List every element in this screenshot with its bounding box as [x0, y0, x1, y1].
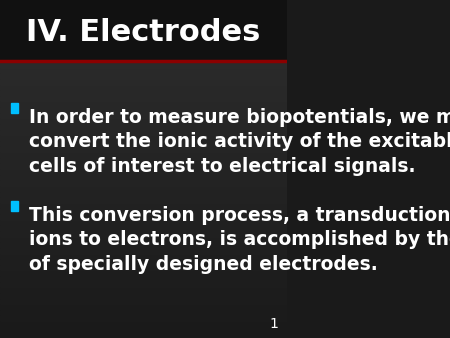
Bar [12, 201, 18, 211]
Bar [0, 28, 288, 34]
Bar [0, 163, 288, 169]
Bar [0, 124, 288, 129]
Bar [0, 315, 288, 321]
Text: IV. Electrodes: IV. Electrodes [27, 18, 261, 47]
Bar [0, 169, 288, 175]
Bar [0, 79, 288, 84]
Bar [0, 270, 288, 276]
Bar [0, 287, 288, 293]
Bar [0, 11, 288, 17]
Bar [0, 158, 288, 163]
Bar [0, 293, 288, 298]
Bar [0, 23, 288, 28]
Bar [0, 304, 288, 310]
Bar [0, 146, 288, 152]
Bar [0, 118, 288, 124]
Bar [0, 209, 288, 214]
Bar [0, 45, 288, 51]
Bar [0, 96, 288, 101]
Bar [0, 321, 288, 327]
Bar [0, 192, 288, 197]
Bar [0, 180, 288, 186]
Bar [0, 254, 288, 259]
Bar [0, 197, 288, 203]
Bar [0, 101, 288, 107]
Bar [0, 242, 288, 248]
Bar [0, 298, 288, 304]
Bar [0, 282, 288, 287]
Bar [0, 141, 288, 146]
Bar [0, 107, 288, 113]
Text: In order to measure biopotentials, we must
convert the ionic activity of the exc: In order to measure biopotentials, we mu… [29, 108, 450, 176]
Bar [0, 68, 288, 73]
Bar [0, 51, 288, 56]
Bar [0, 0, 288, 61]
Bar [0, 56, 288, 62]
Bar [0, 40, 288, 45]
Text: This conversion process, a transduction of
ions to electrons, is accomplished by: This conversion process, a transduction … [29, 206, 450, 274]
Bar [0, 186, 288, 192]
Bar [0, 332, 288, 338]
Bar [0, 6, 288, 11]
Bar [0, 237, 288, 242]
Bar [0, 152, 288, 158]
Text: 1: 1 [270, 317, 279, 331]
Bar [0, 113, 288, 118]
Bar [0, 259, 288, 265]
Bar [0, 248, 288, 254]
Bar [0, 276, 288, 282]
Bar [0, 310, 288, 315]
Bar [0, 214, 288, 220]
Bar [0, 17, 288, 23]
Bar [0, 73, 288, 79]
Bar [0, 327, 288, 332]
Bar [0, 175, 288, 180]
Bar [0, 84, 288, 90]
Bar [0, 90, 288, 96]
Bar [0, 231, 288, 237]
Bar [12, 103, 18, 113]
Bar [0, 0, 288, 6]
Bar [0, 225, 288, 231]
Bar [0, 34, 288, 40]
Bar [0, 129, 288, 135]
Bar [0, 62, 288, 68]
Bar [0, 203, 288, 209]
Bar [0, 220, 288, 225]
Bar [0, 265, 288, 270]
Bar [0, 135, 288, 141]
